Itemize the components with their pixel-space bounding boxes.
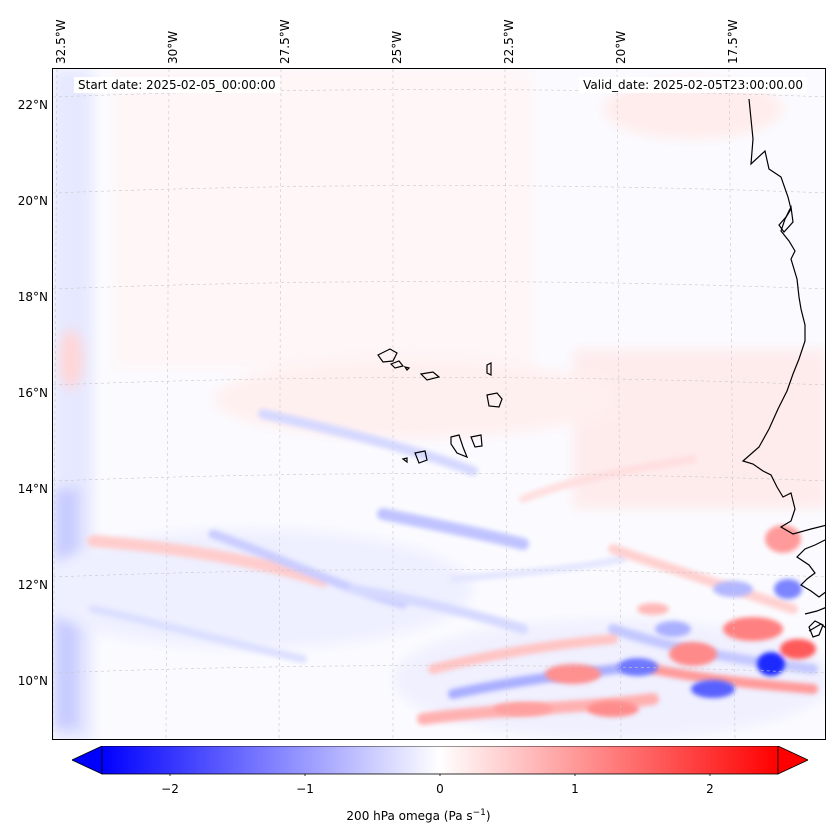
colorbar-tick-1: 1 — [571, 782, 579, 796]
cape-verde-islands — [377, 348, 503, 464]
colorbar — [72, 746, 808, 776]
lon-label-27-5w: 27.5°W — [278, 19, 292, 64]
coastline — [741, 98, 825, 638]
lon-label-22-5w: 22.5°W — [502, 19, 516, 64]
lat-label-18n: 18°N — [17, 290, 48, 304]
colorbar-extend-max — [777, 746, 808, 775]
lon-label-17-5w: 17.5°W — [726, 19, 740, 64]
colorbar-tick-2: 2 — [706, 782, 714, 796]
lat-label-22n: 22°N — [17, 98, 48, 112]
colorbar-label-exponent: −1 — [472, 808, 486, 818]
colorbar-tick-neg2: −2 — [161, 782, 179, 796]
lat-label-16n: 16°N — [17, 386, 48, 400]
omega-field-map — [53, 69, 825, 739]
valid-date-label: Valid_date: 2025-02-05T23:00:00.00 — [579, 77, 807, 93]
lat-label-14n: 14°N — [17, 482, 48, 496]
colorbar-body — [101, 746, 779, 775]
africa-coastline — [741, 98, 825, 535]
lat-label-10n: 10°N — [17, 674, 48, 688]
lon-label-32-5w: 32.5°W — [54, 19, 68, 64]
map-panel — [52, 68, 826, 740]
lat-label-12n: 12°N — [17, 578, 48, 592]
graticule — [53, 69, 825, 739]
lat-label-20n: 20°N — [17, 194, 48, 208]
colorbar-extend-min — [72, 746, 103, 775]
colorbar-tick-marks — [169, 774, 711, 776]
colorbar-label-close: ) — [485, 809, 491, 823]
lon-label-30w: 30°W — [166, 30, 180, 64]
omega-shading-convective — [493, 525, 816, 717]
colorbar-label-text: 200 hPa omega (Pa s — [346, 809, 473, 823]
colorbar-tick-neg1: −1 — [296, 782, 314, 796]
colorbar-tick-0: 0 — [436, 782, 444, 796]
start-date-label: Start date: 2025-02-05_00:00:00 — [74, 77, 280, 93]
lon-label-20w: 20°W — [614, 30, 628, 64]
lon-label-25w: 25°W — [390, 30, 404, 64]
colorbar-label: 200 hPa omega (Pa s−1) — [0, 808, 837, 823]
